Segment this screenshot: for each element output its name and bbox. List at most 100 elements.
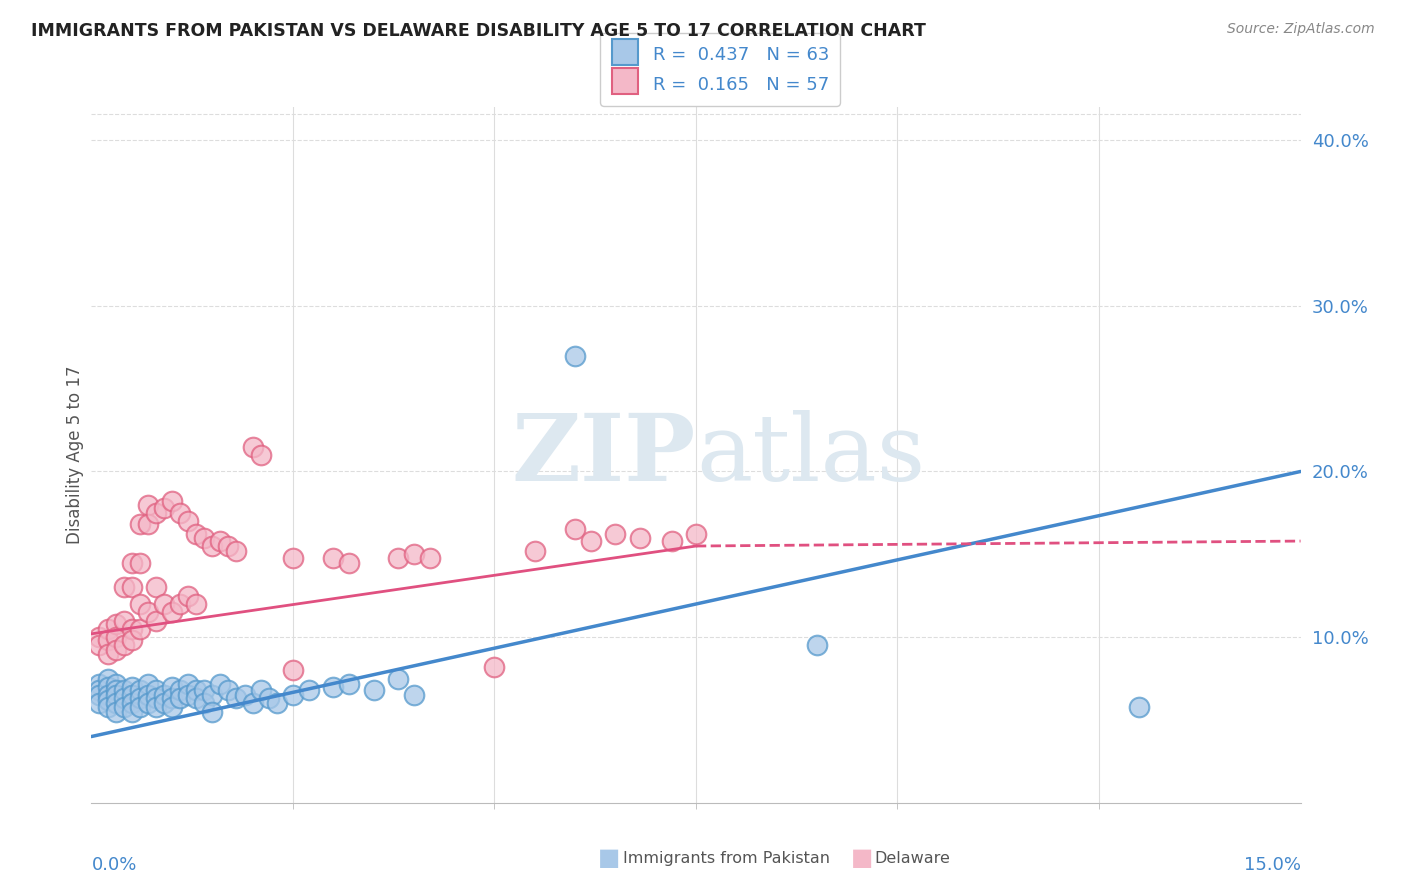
Point (1128, 699, 1150, 714)
Point (112, 581, 135, 595)
Point (89, 683, 111, 698)
Point (128, 517, 150, 532)
Point (160, 691, 183, 706)
Point (121, 556, 143, 570)
Point (128, 622, 150, 636)
Point (217, 539, 239, 553)
Point (89, 630, 111, 644)
Point (209, 676, 232, 690)
Point (193, 697, 215, 711)
Point (564, 349, 586, 363)
Point (121, 622, 143, 636)
Point (160, 605, 183, 619)
Point (225, 691, 247, 706)
Point (104, 683, 127, 698)
Point (136, 676, 159, 690)
Point (153, 688, 176, 702)
Point (96, 647, 118, 661)
Point (136, 517, 159, 532)
Point (121, 688, 143, 702)
Point (104, 676, 127, 690)
Text: Source: ZipAtlas.com: Source: ZipAtlas.com (1227, 22, 1375, 37)
Point (193, 683, 215, 698)
Legend: R =  0.437   N = 63, R =  0.165   N = 57: R = 0.437 N = 63, R = 0.165 N = 57 (600, 33, 839, 105)
Point (806, 639, 828, 653)
Point (186, 683, 208, 698)
Y-axis label: Disability Age 5 to 17: Disability Age 5 to 17 (66, 366, 84, 544)
Point (96, 633, 118, 648)
Point (153, 697, 176, 711)
Point (112, 614, 135, 628)
Point (322, 550, 344, 565)
Text: 15.0%: 15.0% (1243, 855, 1301, 874)
Point (337, 676, 360, 690)
Point (136, 688, 159, 702)
Point (419, 550, 441, 565)
Text: ZIP: ZIP (512, 410, 696, 500)
Text: atlas: atlas (696, 410, 925, 500)
Point (186, 597, 208, 611)
Point (96, 688, 118, 702)
Point (121, 697, 143, 711)
Point (266, 697, 288, 711)
Point (153, 500, 176, 515)
Point (128, 556, 150, 570)
Point (387, 672, 409, 686)
Point (233, 688, 256, 702)
Point (104, 688, 127, 702)
Text: 0.0%: 0.0% (91, 855, 136, 874)
Point (201, 688, 224, 702)
Point (112, 691, 135, 706)
Point (242, 697, 264, 711)
Point (579, 534, 602, 549)
Point (186, 527, 208, 541)
Text: Immigrants from Pakistan: Immigrants from Pakistan (623, 851, 830, 865)
Point (281, 663, 304, 677)
Point (96, 680, 118, 694)
Point (564, 523, 586, 537)
Point (153, 597, 176, 611)
Point (145, 683, 167, 698)
Point (177, 514, 200, 528)
Point (128, 691, 150, 706)
Point (177, 589, 200, 603)
Text: ■: ■ (598, 847, 620, 870)
Point (121, 633, 143, 648)
Point (186, 691, 208, 706)
Point (104, 705, 127, 719)
Point (281, 550, 304, 565)
Point (160, 699, 183, 714)
Point (145, 614, 167, 628)
Point (169, 597, 191, 611)
Point (257, 691, 280, 706)
Point (201, 539, 224, 553)
Point (169, 691, 191, 706)
Point (128, 683, 150, 698)
Point (121, 581, 143, 595)
Point (145, 506, 167, 520)
Point (685, 527, 707, 541)
Point (96, 699, 118, 714)
Point (121, 680, 143, 694)
Point (112, 639, 135, 653)
Point (201, 705, 224, 719)
Point (209, 534, 232, 549)
Point (322, 680, 344, 694)
Point (298, 683, 321, 698)
Point (160, 680, 183, 694)
Point (145, 699, 167, 714)
Point (242, 440, 264, 454)
Point (605, 527, 627, 541)
Point (193, 531, 215, 545)
Point (169, 506, 191, 520)
Text: Delaware: Delaware (875, 851, 950, 865)
Point (484, 660, 506, 674)
Point (89, 639, 111, 653)
Point (96, 693, 118, 707)
Point (89, 688, 111, 702)
Point (128, 699, 150, 714)
Point (104, 643, 127, 657)
Point (661, 534, 683, 549)
Point (104, 630, 127, 644)
Point (136, 498, 159, 512)
